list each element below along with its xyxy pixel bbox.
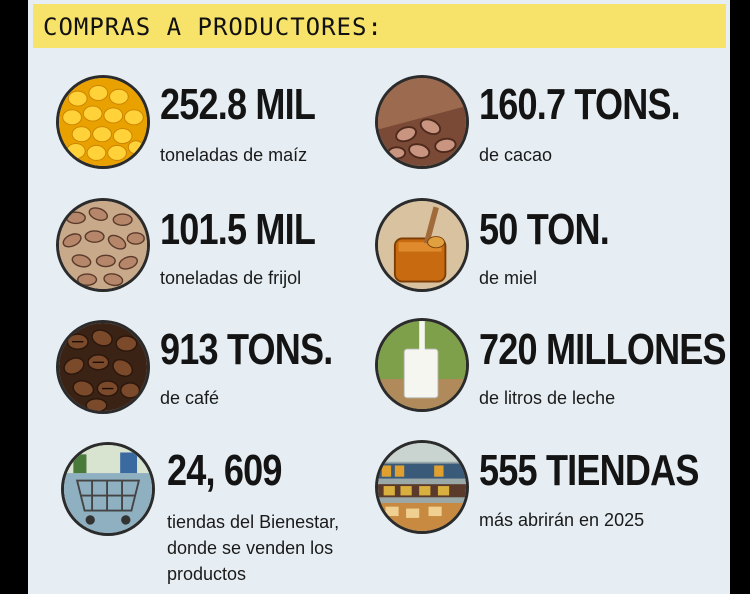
cacao-icon	[375, 75, 469, 169]
stat-description: de café	[160, 388, 220, 408]
infographic-panel: COMPRAS A PRODUCTORES: 252.8 MIL tonelad…	[28, 0, 730, 594]
stat-description: donde se venden los	[167, 538, 334, 558]
stat-value: 160.7 TONS.	[479, 80, 681, 129]
stat-value: 555 TIENDAS	[479, 446, 699, 495]
stat-description: toneladas de maíz	[160, 145, 308, 165]
stat-description: de litros de leche	[479, 388, 616, 408]
stat-description: de cacao	[479, 145, 553, 165]
stat-description: tiendas del Bienestar,	[167, 512, 340, 532]
stat-value: 720 MILLONES	[479, 325, 727, 374]
stat-value: 252.8 MIL	[160, 80, 316, 129]
beans-icon	[56, 198, 150, 292]
stat-description: más abrirán en 2025	[479, 510, 645, 530]
header-bar: COMPRAS A PRODUCTORES:	[33, 4, 726, 48]
stat-description: productos	[167, 564, 247, 584]
stat-description: de miel	[479, 268, 538, 288]
stat-value: 24, 609	[167, 446, 282, 495]
store-shelves-icon	[375, 440, 469, 534]
stat-description: toneladas de frijol	[160, 268, 302, 288]
honey-icon	[375, 198, 469, 292]
stat-value: 50 TON.	[479, 205, 610, 254]
corn-icon	[56, 75, 150, 169]
header-title: COMPRAS A PRODUCTORES:	[43, 13, 383, 41]
shopping-cart-icon	[61, 442, 155, 536]
stat-value: 101.5 MIL	[160, 205, 316, 254]
milk-icon	[375, 318, 469, 412]
stat-value: 913 TONS.	[160, 325, 333, 374]
coffee-icon	[56, 320, 150, 414]
